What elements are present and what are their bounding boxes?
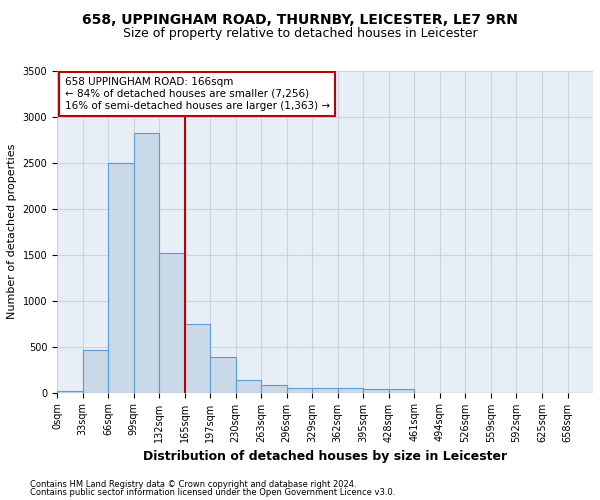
Bar bbox=[236, 380, 261, 392]
Text: Size of property relative to detached houses in Leicester: Size of property relative to detached ho… bbox=[122, 28, 478, 40]
Bar bbox=[261, 386, 287, 392]
Text: Contains HM Land Registry data © Crown copyright and database right 2024.: Contains HM Land Registry data © Crown c… bbox=[30, 480, 356, 489]
Bar bbox=[159, 253, 185, 392]
Bar bbox=[287, 388, 312, 392]
Bar bbox=[108, 163, 134, 392]
Text: 658, UPPINGHAM ROAD, THURNBY, LEICESTER, LE7 9RN: 658, UPPINGHAM ROAD, THURNBY, LEICESTER,… bbox=[82, 12, 518, 26]
Bar bbox=[83, 350, 108, 393]
Text: Contains public sector information licensed under the Open Government Licence v3: Contains public sector information licen… bbox=[30, 488, 395, 497]
X-axis label: Distribution of detached houses by size in Leicester: Distribution of detached houses by size … bbox=[143, 450, 507, 463]
Bar bbox=[364, 390, 389, 392]
Bar bbox=[210, 357, 236, 392]
Bar bbox=[134, 134, 159, 392]
Bar bbox=[185, 324, 210, 392]
Y-axis label: Number of detached properties: Number of detached properties bbox=[7, 144, 17, 320]
Bar bbox=[312, 388, 338, 392]
Text: 658 UPPINGHAM ROAD: 166sqm
← 84% of detached houses are smaller (7,256)
16% of s: 658 UPPINGHAM ROAD: 166sqm ← 84% of deta… bbox=[65, 78, 330, 110]
Bar bbox=[338, 388, 364, 392]
Bar bbox=[57, 391, 83, 392]
Bar bbox=[389, 390, 415, 392]
